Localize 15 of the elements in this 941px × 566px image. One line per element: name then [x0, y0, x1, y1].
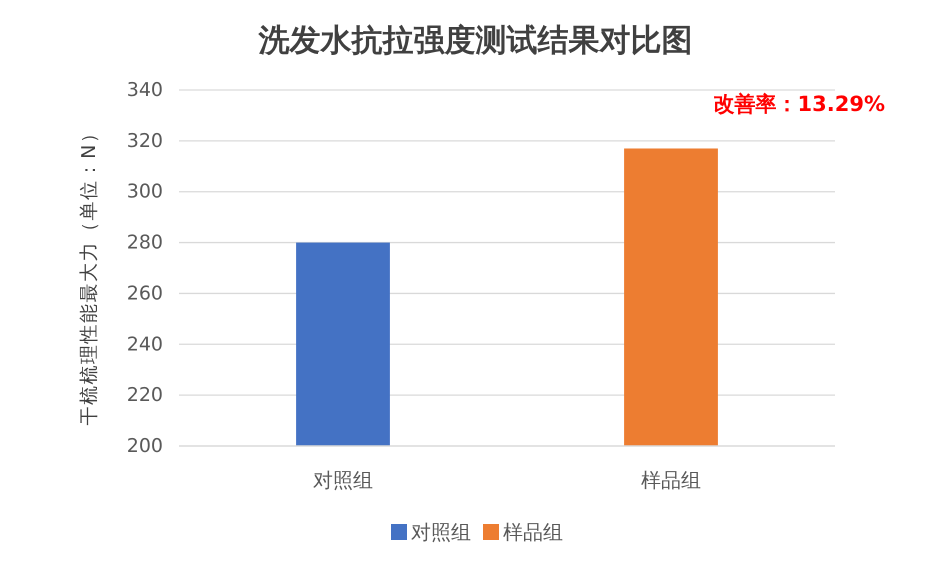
y-tick-label: 340: [126, 79, 163, 101]
y-tick-label: 300: [126, 180, 163, 203]
x-tick-label: 样品组: [641, 468, 701, 492]
ylabel: 干梳梳理性能最大力（单位：N）: [78, 122, 100, 426]
x-tick-label: 对照组: [313, 468, 373, 492]
y-tick-label: 200: [126, 435, 163, 457]
y-tick-label: 280: [126, 232, 163, 254]
legend-label: 样品组: [503, 520, 563, 544]
annotation: 改善率：13.29%: [714, 92, 885, 116]
legend-label: 对照组: [411, 520, 471, 544]
y-tick-label: 220: [126, 384, 163, 406]
y-tick-label: 320: [126, 130, 163, 152]
title: 洗发水抗拉强度测试结果对比图: [258, 22, 692, 58]
y-tick-label: 260: [126, 282, 163, 304]
y-tick-label: 240: [126, 333, 163, 356]
